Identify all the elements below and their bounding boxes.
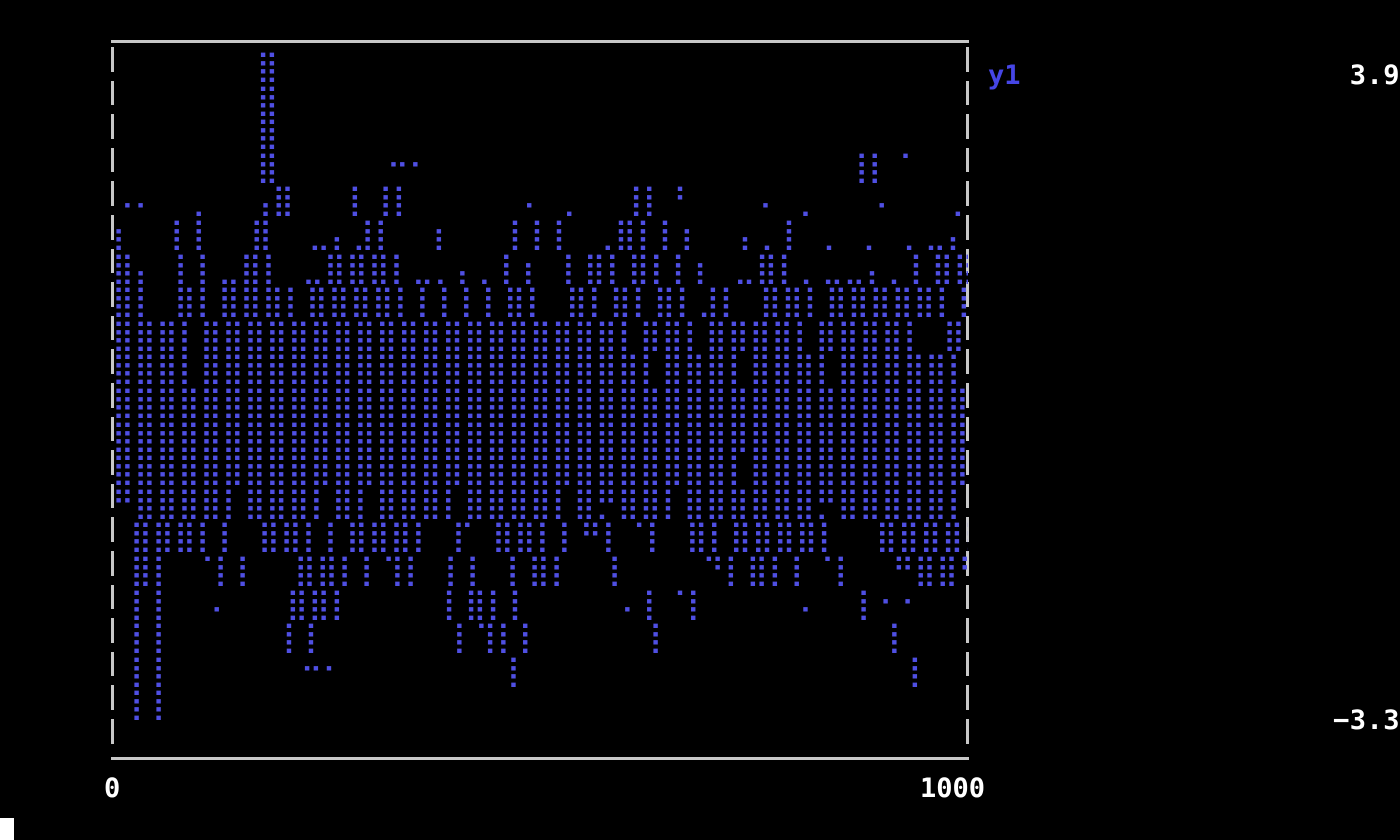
braille-plot-canvas: ⣿ ⣿ ⣿ (112, 50, 968, 756)
braille-plot-row: ⡆ ⡇⡇ ⣿ ⣀⡄⣸⡇ ⡆ ⡇⡇⡇ ⢀⣿⡇⡇⡆ ⡄⡀⡇ ⡀ ⡀ ⡀⣀⡄⣀⣠⡄ ⢀… (112, 216, 968, 252)
braille-plot-row: ⣿⡄ ⡇⡇⣀⣿⡇ ⣀⣿⣿⣿⡇⣀⡀⡄⡀⡇⡆ ⡇⣿⡇⣿⡇⡇⡆ ⣀⣿⡇⡀⣀⣀⡄⡀⡇⣿⣿… (112, 250, 968, 286)
plot-frame-left-segment (111, 416, 114, 442)
braille-plot-row: ⣿⣿⣿⡇⣿⣿⣿⣿⣿⣿⣿⣿⣿⣿⣿⣿⣿⣿⣿⣿⣿⣿⣿⡇⣿⣿⡇⣿⣿⣿⣿⡇⣿⣿⣿⣿⡇ ⣿⣿… (112, 317, 968, 353)
plot-frame-right-segment (966, 282, 969, 307)
plot-frame-right-segment (966, 248, 969, 274)
plot-frame-right-segment (966, 147, 969, 173)
plot-frame-left-segment (111, 383, 114, 408)
legend-entry-y1: y1 (988, 60, 1021, 91)
plot-frame-right-segment (966, 47, 969, 72)
plot-frame-left-segment (111, 315, 114, 341)
plot-frame-right-segment (966, 114, 969, 139)
y-axis-tick-label-min: −3.3 (1332, 705, 1400, 736)
braille-plot-row: ⠠⠄ ⡀ ⢠⣿ ⡇⢸⡇ ⠄ ⡀ ⢸⡇⠘ ⠄ ⡀ ⠄ ⡀ ⡇⡀ ⡄⡀ (112, 183, 968, 219)
braille-plot-row: ⣿⡇ ⣿⡇⣿⣿⣿⡇⣿⣿⣿⣿⡇⡇⡇⡇⡇⣿⡇ ⣿⡇⣿⡇⣿⡇⣸⡇ ⣿⣿⡇⣿⣿⣿⣿⣿⡇⡇… (112, 284, 968, 320)
plot-frame-right-segment (966, 416, 969, 442)
x-axis-tick-label-max: 1000 (920, 773, 986, 804)
plot-frame-left-segment (111, 651, 114, 677)
plot-frame-left-segment (111, 181, 114, 206)
plot-frame-left-segment (111, 584, 114, 610)
plot-frame-right-segment (966, 584, 969, 610)
plot-frame-left-segment (111, 618, 114, 643)
plot-frame-right-segment (966, 517, 969, 542)
plot-frame-right-segment (966, 719, 969, 744)
braille-plot-row: ⣿⣿⣿⡇⡇ ⣿⣿⡇⡇⣿⣿⣿⡇ ⡏ ⣿⣿⡇⡇⠛⡇⠈⡇ ⣿⡇⣿⣿⣿⣿⡇ ⣿⣿⣿⣿⣿⣿… (130, 519, 968, 555)
plot-frame-left-segment (111, 282, 114, 307)
braille-plot-row: ⣿⣿⣿⣿⣿⣿⣿⣿⣿⣿⣿⣿⣿⣿⣿⣿⣿⣿⣿⣿⣿⣿⣿⣿⣿⣿⣿⣿⣿⣿⣿⣿⣿⣿⣿⣿⣿⣿⣿⣿… (112, 384, 968, 420)
braille-plot-row: ⣿⣿⣿⣿⣿⣿⣿⣿⣿⣿⣿⣿⣿⣿⣿⣿⣿⣿⣿⣿⣿⣿⣿⣿⣿⣿⣿⣿⡇⣿⣿⣿⣿⣿⣿⣿⣿⣿⣿⣿… (112, 452, 968, 488)
plot-frame-right-segment (966, 483, 969, 509)
plot-frame-right-segment (966, 383, 969, 408)
braille-plot-row: ⣿⣿⣿⣿⣿⣿⣿⣿⣿⣿⣿⣿⣿⣿⣿⣿⣿⣿⣿⣿⣿⣿⣿⣿⣿⣿⣿⣿⣿⣿⣿⣿⣿⣿⣿⣿⣿⣿⣿⣿… (112, 418, 968, 454)
terminal-cursor-block (0, 818, 14, 840)
plot-frame-right-segment (966, 349, 969, 374)
plot-frame-left-segment (111, 450, 114, 475)
braille-plot-row: ⣿ (256, 116, 279, 152)
plot-frame-left-segment (111, 147, 114, 173)
plot-frame-left-segment (111, 685, 114, 710)
plot-frame-left-segment (111, 517, 114, 542)
plot-frame-left-segment (111, 47, 114, 72)
braille-plot-row: ⡇⡇ ⠄ ⣿⣿⡇ ⡇⣿⡇⡇ ⠄⡇⠈⡇ ⠄ ⡇⠂⠂ ⡇⡇ ⣿⡇ ⡇ (130, 586, 923, 622)
braille-plot-row: ⣿⣿⣿⡇⣿⣿⣿⣿⣿⣿⣿⣿⣿⣿⣿⣿⣿⣿⣿⣿⣿⣿⣿⣿⡇⣿⣿⣿⡇⣿⣿⣿⡇⣿⣿⣿⣿⣿⡇⣿… (112, 351, 968, 387)
plot-frame-bottom-border (111, 757, 969, 760)
plot-frame-left-segment (111, 114, 114, 139)
plot-frame-right-segment (966, 685, 969, 710)
plot-frame-left-segment (111, 551, 114, 576)
plot-frame-right-segment (966, 651, 969, 677)
braille-plot-row: ⡇⡇ ⡇⡇ ⡇⢹⡇⡇ ⡇ ⡇ ⠂⡇ ⡇⠛⡇ (130, 620, 910, 656)
braille-plot-row: ⠛⣿⣿⣿⣿⡇⣿⣿⣿⡇⣿⡇⣿⣿⣿⡇⣿⣿⣿⣿⡇⣿⡛⣿⣿⡇⣿⣿⣿⣿⣿⣿⡛⣿⣿⣿⣿⣿⡇⣿… (112, 485, 968, 521)
x-axis-tick-label-min: 0 (104, 773, 121, 804)
plot-frame-left-segment (111, 215, 114, 240)
plot-frame-right-segment (966, 80, 969, 106)
plot-frame-top-border (111, 40, 969, 43)
plot-frame-right-segment (966, 315, 969, 341)
braille-plot-row: ⣿ ⠒⠂ ⢸⡇⠈ ⠘ (256, 149, 913, 185)
plot-frame-right-segment (966, 618, 969, 643)
plot-frame-right-segment (966, 215, 969, 240)
y-axis-tick-label-max: 3.9 (1349, 60, 1400, 91)
plot-frame-left-segment (111, 80, 114, 106)
braille-plot-row: ⡇⡇ ⡇ (130, 687, 175, 723)
braille-plot-row: ⣿ (256, 82, 279, 118)
plot-frame-left-segment (111, 719, 114, 744)
braille-plot-row: ⡇⡇ ⠒⠂ ⡇ ⡇ ⡇ (130, 653, 931, 689)
braille-plot-row: ⣿⡇ ⠈⡇⡇ ⣿⣿⡇⡇⢹⡇ ⡇⡇ ⡇⣿⡇ ⡇ ⠙⡇⣿⡇⡇⠈⡇ ⠛⣿⣿⠛⡇⡇⣿ ⣿… (130, 552, 968, 588)
plot-frame-right-segment (966, 551, 969, 576)
plot-frame-left-segment (111, 248, 114, 274)
plot-frame-left-segment (111, 349, 114, 374)
plot-frame-right-segment (966, 181, 969, 206)
plot-frame-right-segment (966, 450, 969, 475)
plot-frame-left-segment (111, 483, 114, 509)
braille-plot-row: ⣿ (256, 50, 279, 84)
